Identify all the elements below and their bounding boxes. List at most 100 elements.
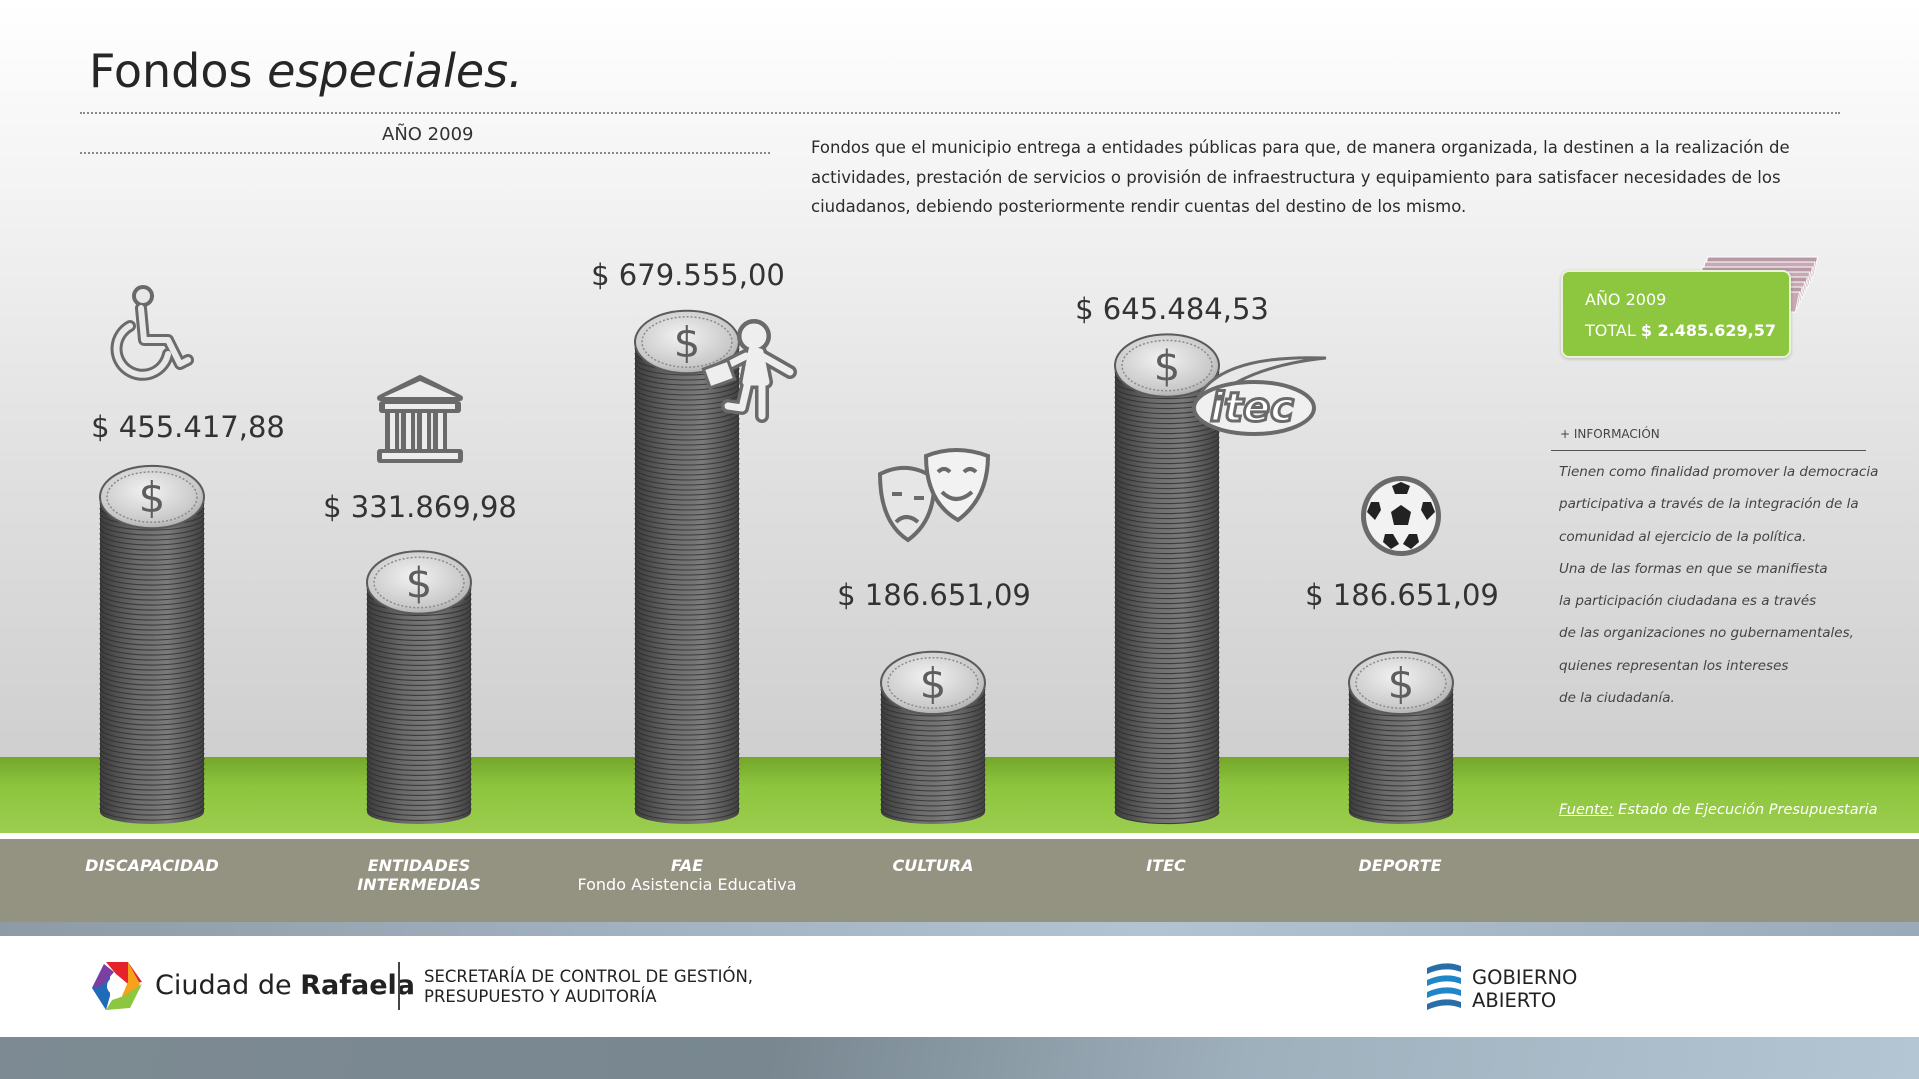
coin-edge bbox=[1114, 506, 1220, 520]
footer-stripe-top bbox=[0, 922, 1919, 936]
coin-edge bbox=[366, 688, 472, 702]
itec-logo-icon: itec bbox=[1192, 356, 1327, 436]
info-line: quienes representan los intereses bbox=[1559, 657, 1789, 674]
coin-edge bbox=[634, 717, 740, 731]
footer-divider bbox=[398, 962, 400, 1010]
coin-edge bbox=[634, 712, 740, 726]
coin-edge bbox=[634, 622, 740, 636]
coin-edge bbox=[1348, 743, 1454, 757]
coin-edge bbox=[99, 672, 205, 686]
coin-edge bbox=[880, 798, 986, 812]
coin-edge bbox=[1114, 441, 1220, 455]
category-name: DISCAPACIDAD bbox=[85, 856, 219, 875]
coin-edge bbox=[366, 708, 472, 722]
coin-edge bbox=[634, 492, 740, 506]
coin-edge bbox=[880, 718, 986, 732]
coin-edge bbox=[880, 793, 986, 807]
coin-edge bbox=[634, 427, 740, 441]
coin-symbol: $ bbox=[674, 318, 701, 367]
coin-top bbox=[99, 464, 205, 530]
coin-edge bbox=[99, 542, 205, 556]
footer bbox=[0, 936, 1919, 1037]
coin-rim bbox=[373, 556, 465, 609]
coin-rim bbox=[887, 656, 979, 709]
coin-edge bbox=[1114, 701, 1220, 715]
coin-edge bbox=[366, 678, 472, 692]
coin-edge bbox=[634, 752, 740, 766]
coin-edge bbox=[634, 417, 740, 431]
coin-edge bbox=[634, 412, 740, 426]
coin-edge bbox=[1114, 586, 1220, 600]
coin-edge bbox=[99, 697, 205, 711]
coin-edge bbox=[1114, 746, 1220, 760]
coin-edge bbox=[366, 628, 472, 642]
coin-top bbox=[1114, 333, 1220, 398]
coin-edge bbox=[634, 517, 740, 531]
coin-edge bbox=[1114, 626, 1220, 640]
coin-stack-cultura: $ bbox=[880, 650, 986, 824]
value-label-discapacidad: $ 455.417,88 bbox=[91, 410, 285, 444]
coin-edge bbox=[880, 748, 986, 762]
coin-edge bbox=[99, 627, 205, 641]
coin-edge bbox=[366, 763, 472, 777]
coin-edge bbox=[634, 527, 740, 541]
category-name: CULTURA bbox=[892, 856, 974, 875]
coin-edge bbox=[1114, 796, 1220, 810]
coin-edge bbox=[1114, 476, 1220, 490]
coin-edge bbox=[634, 377, 740, 391]
coin-edge bbox=[1114, 541, 1220, 555]
coin-edge bbox=[1114, 571, 1220, 585]
coin-edge bbox=[366, 743, 472, 757]
coin-edge bbox=[366, 613, 472, 627]
coin-edge bbox=[880, 728, 986, 742]
coin-edge bbox=[99, 717, 205, 731]
coin-edge bbox=[99, 632, 205, 646]
coin-edge bbox=[1114, 706, 1220, 720]
coin-edge bbox=[1348, 753, 1454, 767]
coin-edge bbox=[99, 622, 205, 636]
coin-symbol: $ bbox=[139, 473, 166, 522]
coin-edge bbox=[634, 632, 740, 646]
coin-edge bbox=[1114, 731, 1220, 745]
coin-edge bbox=[1348, 748, 1454, 762]
coin-edge bbox=[1114, 686, 1220, 700]
coin-edge bbox=[634, 667, 740, 681]
coin-rim bbox=[1121, 339, 1213, 392]
coin-edge bbox=[99, 617, 205, 631]
coin-edge bbox=[99, 642, 205, 656]
coin-edge bbox=[99, 782, 205, 796]
coin-edge bbox=[634, 497, 740, 511]
coin-edge bbox=[366, 623, 472, 637]
coin-edge bbox=[1114, 691, 1220, 705]
coin-edge bbox=[634, 452, 740, 466]
coin-edge bbox=[1114, 811, 1220, 825]
source-note: Fuente: Estado de Ejecución Presupuestar… bbox=[1559, 802, 1878, 818]
coin-edge bbox=[99, 592, 205, 606]
coin-edge bbox=[634, 792, 740, 806]
value-label-cultura: $ 186.651,09 bbox=[837, 578, 1031, 612]
coin-edge bbox=[99, 647, 205, 661]
coin-edge bbox=[1114, 526, 1220, 540]
coin-edge bbox=[1114, 726, 1220, 740]
coin-edge bbox=[366, 778, 472, 792]
coin-edge bbox=[1114, 436, 1220, 450]
coin-edge bbox=[99, 667, 205, 681]
coin-edge bbox=[634, 617, 740, 631]
gobierno-line: GOBIERNO bbox=[1472, 966, 1578, 989]
coin-edge bbox=[1114, 756, 1220, 770]
coin-edge bbox=[99, 537, 205, 551]
total-label: TOTAL bbox=[1585, 321, 1641, 340]
coin-edge bbox=[99, 757, 205, 771]
coin-stack-itec: $ bbox=[1114, 333, 1220, 825]
coin-edge bbox=[880, 773, 986, 787]
category-name: ENTIDADES INTERMEDIAS bbox=[357, 856, 481, 894]
coin-edge bbox=[634, 767, 740, 781]
coin-edge bbox=[634, 422, 740, 436]
coin-edge bbox=[1348, 733, 1454, 747]
coin-edge bbox=[1114, 696, 1220, 710]
value-label-itec: $ 645.484,53 bbox=[1075, 292, 1269, 326]
coin-edge bbox=[99, 807, 205, 821]
coin-edge bbox=[366, 668, 472, 682]
coin-edge bbox=[1114, 781, 1220, 795]
coin-edge bbox=[634, 502, 740, 516]
